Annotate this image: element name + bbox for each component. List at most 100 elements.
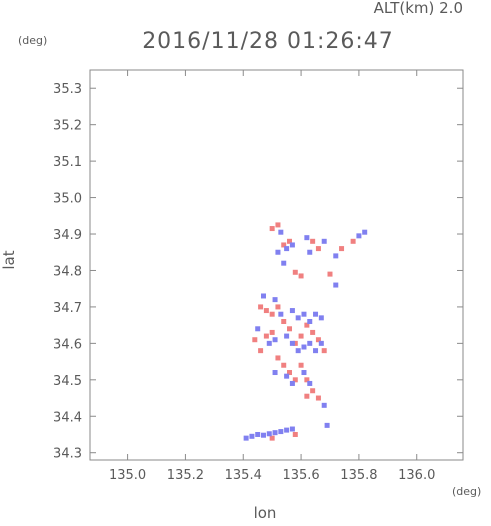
positive-data-point (258, 348, 264, 354)
negative-data-point (260, 293, 266, 299)
positive-data-point (287, 326, 293, 332)
negative-data-point (289, 426, 295, 432)
positive-data-point (292, 377, 298, 383)
positive-data-point (258, 304, 264, 310)
negative-data-point (284, 333, 290, 339)
negative-data-point (266, 340, 272, 346)
positive-data-point (269, 226, 275, 232)
positive-data-point (269, 329, 275, 335)
negative-data-point (307, 318, 313, 324)
negative-data-point (272, 337, 278, 343)
negative-data-point (356, 233, 362, 239)
positive-data-point (281, 362, 287, 368)
negative-data-point (289, 340, 295, 346)
positive-data-point (321, 348, 327, 354)
positive-data-point (310, 388, 316, 394)
negative-data-point (243, 435, 249, 441)
positive-data-point (327, 271, 333, 277)
negative-data-point (324, 422, 330, 428)
y-tick-label: 35.2 (53, 119, 82, 134)
positive-data-point (350, 238, 356, 244)
y-tick-label: 34.4 (53, 410, 82, 425)
positive-data-point (252, 337, 258, 343)
y-tick-label: 34.9 (53, 228, 82, 243)
negative-data-point (321, 238, 327, 244)
negative-data-point (272, 430, 278, 436)
positive-data-point (304, 377, 310, 383)
negative-data-point (260, 432, 266, 438)
positive-data-point (287, 238, 293, 244)
negative-data-point (307, 380, 313, 386)
x-tick-label: 135.4 (225, 468, 262, 483)
positive-data-point (287, 370, 293, 376)
negative-data-point (295, 348, 301, 354)
negative-data-point (289, 308, 295, 314)
positive-data-point (315, 395, 321, 401)
negative-data-point (304, 235, 310, 241)
negative-data-point (284, 246, 290, 252)
negative-data-point (266, 431, 272, 437)
positive-data-point (292, 431, 298, 437)
negative-data-point (278, 429, 284, 435)
x-tick-label: 135.8 (340, 468, 377, 483)
negative-data-point (295, 315, 301, 321)
y-axis-label: lat (0, 250, 18, 269)
negative-data-point (313, 348, 319, 354)
negative-data-point (301, 370, 307, 376)
positive-data-point (263, 308, 269, 314)
negative-data-point (272, 297, 278, 303)
negative-data-point (301, 311, 307, 317)
positive-data-point (275, 355, 281, 361)
x-tick-label: 135.0 (109, 468, 146, 483)
altitude-label: ALT(km) 2.0 (374, 0, 463, 17)
y-tick-label: 34.8 (53, 264, 82, 279)
positive-data-point (298, 362, 304, 368)
positive-data-point (339, 246, 345, 252)
negative-data-point (272, 370, 278, 376)
positive-data-point (269, 435, 275, 441)
positive-data-point (315, 246, 321, 252)
negative-data-point (278, 311, 284, 317)
positive-data-point (304, 322, 310, 328)
negative-data-point (284, 427, 290, 433)
negative-data-point (281, 260, 287, 266)
negative-data-point (307, 249, 313, 255)
y-tick-label: 35.3 (53, 82, 82, 97)
positive-data-point (315, 337, 321, 343)
positive-data-point (310, 329, 316, 335)
negative-data-point (301, 344, 307, 350)
x-tick-label: 135.6 (282, 468, 319, 483)
negative-data-point (321, 402, 327, 408)
positive-data-point (269, 311, 275, 317)
negative-data-point (249, 433, 255, 439)
plot-frame (89, 69, 464, 461)
positive-data-point (275, 222, 281, 228)
y-tick-label: 34.3 (53, 447, 82, 462)
negative-data-point (318, 315, 324, 321)
negative-data-point (289, 380, 295, 386)
negative-data-point (333, 282, 339, 288)
positive-data-point (292, 340, 298, 346)
negative-data-point (333, 253, 339, 259)
positive-data-point (292, 269, 298, 275)
x-tick-label: 136.0 (398, 468, 435, 483)
positive-data-point (281, 318, 287, 324)
negative-data-point (307, 340, 313, 346)
positive-data-point (298, 273, 304, 279)
negative-data-point (313, 311, 319, 317)
x-axis-label: lon (254, 504, 277, 521)
negative-data-point (362, 229, 368, 235)
positive-data-point (281, 242, 287, 248)
negative-data-point (278, 229, 284, 235)
chart-title: 2016/11/28 01:26:47 (142, 29, 394, 54)
positive-data-point (310, 238, 316, 244)
negative-data-point (284, 373, 290, 379)
positive-data-point (298, 333, 304, 339)
positive-data-point (275, 304, 281, 310)
y-tick-label: 35.1 (53, 155, 82, 170)
negative-data-point (255, 326, 261, 332)
y-tick-label: 34.6 (53, 337, 82, 352)
y-tick-label: 34.5 (53, 374, 82, 389)
